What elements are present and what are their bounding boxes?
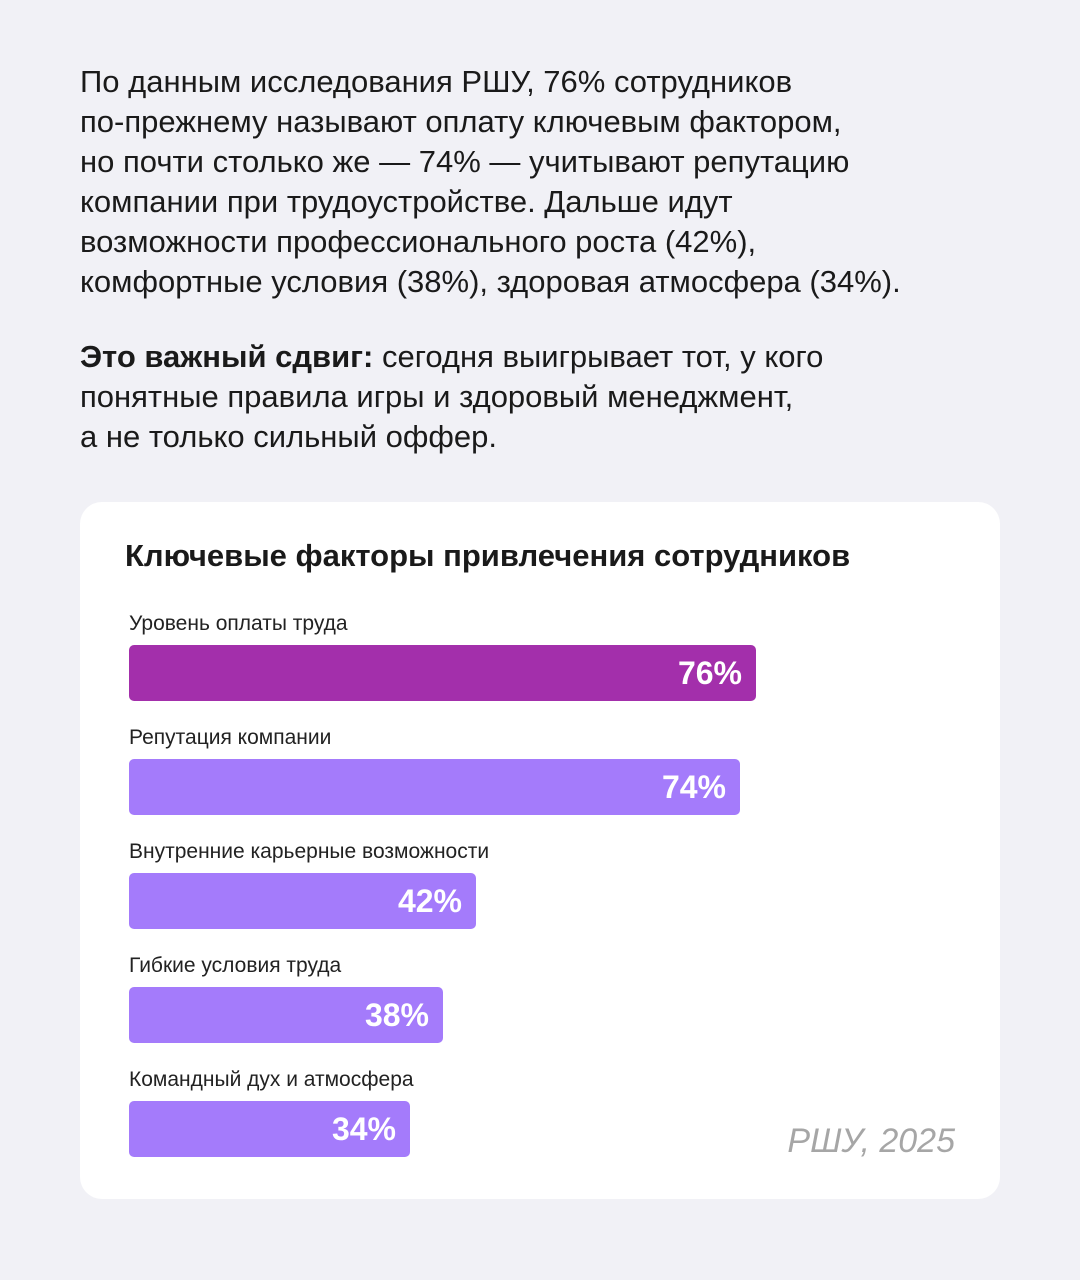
bar-value-label: 76% [677, 655, 742, 691]
bar-label: Гибкие условия труда [129, 954, 342, 977]
source-label: РШУ, 2025 [787, 1122, 955, 1160]
chart-card: Ключевые факторы привлечения сотрудников… [80, 502, 1000, 1199]
bar: 34% [129, 1101, 410, 1157]
bar-label: Уровень оплаты труда [129, 612, 348, 635]
bar-value-label: 34% [331, 1111, 396, 1147]
bar-row: Внутренние карьерные возможности 42% [129, 832, 929, 946]
bar: 74% [129, 759, 740, 815]
bar: 76% [129, 645, 756, 701]
bar: 38% [129, 987, 443, 1043]
bar-value-label: 38% [364, 997, 429, 1033]
bar-value-label: 74% [661, 769, 726, 805]
bar-label: Репутация компании [129, 726, 332, 749]
bar-row: Репутация компании 74% [129, 718, 929, 832]
bar: 42% [129, 873, 476, 929]
intro-line: Это важный сдвиг: сегодня выигрывает тот… [80, 337, 1020, 377]
bar-chart: Уровень оплаты труда 76% Репутация компани… [129, 604, 929, 1174]
bar-row: Уровень оплаты труда 76% [129, 604, 929, 718]
intro-emphasis: Это важный сдвиг: [80, 339, 374, 374]
intro-line: но почти столько же — 74% — учитывают ре… [80, 144, 850, 179]
intro-paragraph-2: Это важный сдвиг: сегодня выигрывает тот… [80, 337, 1020, 457]
intro-line: По данным исследования РШУ, 76% сотрудни… [80, 64, 793, 99]
intro-paragraph-1: По данным исследования РШУ, 76% сотрудни… [80, 62, 1020, 302]
bar-label: Внутренние карьерные возможности [129, 840, 490, 863]
intro-line: по-прежнему называют оплату ключевым фак… [80, 104, 842, 139]
bar-row: Командный дух и атмосфера 34% [129, 1060, 929, 1174]
intro-line: возможности профессионального роста (42%… [80, 224, 757, 259]
intro-line: компании при трудоустройстве. Дальше иду… [80, 184, 733, 219]
bar-value-label: 42% [397, 883, 462, 919]
bar-label: Командный дух и атмосфера [129, 1068, 414, 1091]
intro-text: По данным исследования РШУ, 76% сотрудни… [80, 62, 1020, 457]
intro-line: комфортные условия (38%), здоровая атмос… [80, 264, 901, 299]
intro-line-text: сегодня выигрывает тот, у кого [373, 339, 824, 374]
intro-line: а не только сильный оффер. [80, 419, 497, 454]
intro-line: понятные правила игры и здоровый менеджм… [80, 379, 794, 414]
chart-title: Ключевые факторы привлечения сотрудников [125, 538, 851, 573]
bar-row: Гибкие условия труда 38% [129, 946, 929, 1060]
